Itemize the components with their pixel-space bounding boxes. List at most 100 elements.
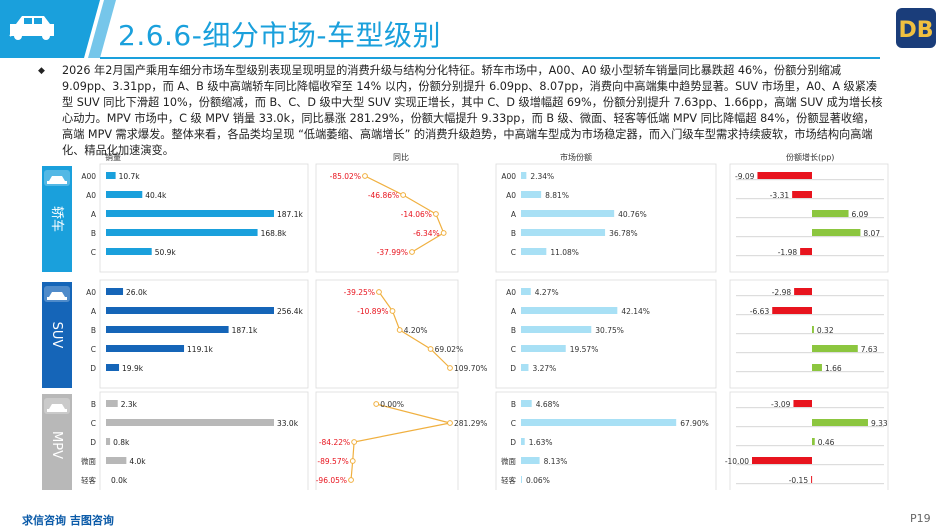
row-level-label: D	[510, 438, 516, 447]
yoy-point	[373, 401, 380, 407]
panel-frame	[495, 391, 717, 490]
sales-label: 26.0k	[126, 288, 148, 297]
car-icon	[9, 16, 54, 40]
header-bar: DB 2.6.6-细分市场-车型级别	[0, 0, 946, 62]
panel-frame	[315, 163, 459, 273]
share-change-label: 8.07	[863, 229, 880, 238]
share-change-track	[736, 198, 884, 200]
share-change-label: -2.98	[772, 288, 792, 297]
panel-frame	[495, 279, 717, 389]
mpv-icon-shape	[47, 404, 67, 412]
share-label: 3.27%	[532, 364, 556, 373]
row-level-label: B	[91, 229, 96, 238]
sales-bar	[106, 210, 274, 217]
yoy-point	[427, 346, 434, 352]
row-level-label: 轻客	[501, 475, 516, 485]
row-level-label: D	[510, 364, 516, 373]
share-change-track	[736, 217, 884, 219]
yoy-label: -14.06%	[401, 210, 432, 219]
sales-bar	[106, 307, 274, 314]
share-change-track	[736, 236, 884, 238]
row-level-label: B	[91, 326, 96, 335]
share-change-track	[736, 255, 884, 257]
share-change-bar	[812, 210, 849, 217]
share-change-bar	[792, 191, 812, 198]
panel-frame	[99, 279, 309, 389]
share-change-label: -3.09	[771, 400, 791, 409]
yoy-point	[440, 230, 447, 236]
yoy-label: 69.02%	[435, 345, 464, 354]
row-level-label: 微面	[501, 456, 516, 466]
page-number: P19	[910, 512, 931, 525]
yoy-label: -46.86%	[368, 191, 399, 200]
sales-bar	[106, 364, 120, 371]
yoy-point	[400, 192, 407, 198]
yoy-point	[409, 249, 415, 255]
panel-frame	[495, 163, 717, 273]
share-bar	[521, 345, 566, 352]
share-change-bar	[757, 172, 812, 179]
share-change-bar	[812, 438, 815, 445]
sales-label: 10.7k	[119, 172, 141, 181]
share-change-bar	[772, 307, 812, 314]
column-header: 份额增长(pp)	[786, 152, 834, 162]
share-change-bar	[812, 345, 858, 352]
sales-bar	[106, 248, 152, 255]
sales-label: 168.8k	[261, 229, 287, 238]
suv-icon-shape	[47, 292, 67, 300]
row-level-label: C	[91, 248, 96, 257]
yoy-point	[348, 477, 354, 483]
panel-frame	[729, 391, 889, 490]
sales-label: 256.4k	[277, 307, 303, 316]
row-level-label: C	[91, 419, 96, 428]
yoy-label: -89.57%	[317, 457, 348, 466]
row-level-label: B	[511, 229, 516, 238]
header-stripe	[88, 0, 116, 58]
column-header: 市场份额	[560, 152, 592, 162]
share-change-label: 0.46	[818, 438, 835, 447]
row-level-label: A00	[81, 172, 96, 181]
header-graphic: DB	[0, 0, 936, 59]
sales-label: 2.3k	[121, 400, 138, 409]
yoy-label: -6.34%	[413, 229, 440, 238]
share-label: 4.68%	[536, 400, 560, 409]
share-bar	[521, 210, 615, 217]
share-bar	[521, 438, 525, 445]
sales-bar	[106, 229, 258, 236]
share-change-label: 9.33	[871, 419, 888, 428]
sales-bar	[106, 288, 124, 295]
share-change-bar	[812, 326, 814, 333]
yoy-label: -39.25%	[344, 288, 375, 297]
row-level-label: B	[511, 400, 516, 409]
group-label: SUV	[49, 322, 64, 349]
page-title: 2.6.6-细分市场-车型级别	[118, 19, 441, 52]
yoy-label: 109.70%	[454, 364, 487, 373]
yoy-point	[351, 439, 358, 445]
share-change-label: -9.09	[735, 172, 755, 181]
share-bar	[521, 248, 547, 255]
sales-bar	[106, 326, 229, 333]
yoy-point	[376, 289, 382, 295]
yoy-label: -85.02%	[330, 172, 361, 181]
sales-bar	[106, 419, 274, 426]
yoy-label: 0.00%	[380, 400, 404, 409]
sales-bar	[106, 438, 111, 445]
row-level-label: D	[90, 364, 96, 373]
share-change-label: -10.00	[725, 457, 749, 466]
row-level-label: A	[511, 307, 517, 316]
share-bar	[521, 191, 542, 198]
share-change-bar	[811, 476, 813, 483]
row-level-label: B	[91, 400, 96, 409]
share-change-track	[736, 445, 884, 447]
share-label: 67.90%	[680, 419, 709, 428]
row-level-label: A	[511, 210, 517, 219]
share-change-track	[736, 483, 884, 485]
sales-bar	[106, 172, 116, 179]
share-change-track	[736, 333, 884, 335]
row-level-label: C	[511, 345, 516, 354]
share-change-label: 6.09	[852, 210, 869, 219]
share-change-track	[736, 407, 884, 409]
share-change-track	[736, 295, 884, 297]
row-level-label: 微面	[81, 456, 96, 466]
share-change-label: -0.15	[789, 476, 809, 485]
